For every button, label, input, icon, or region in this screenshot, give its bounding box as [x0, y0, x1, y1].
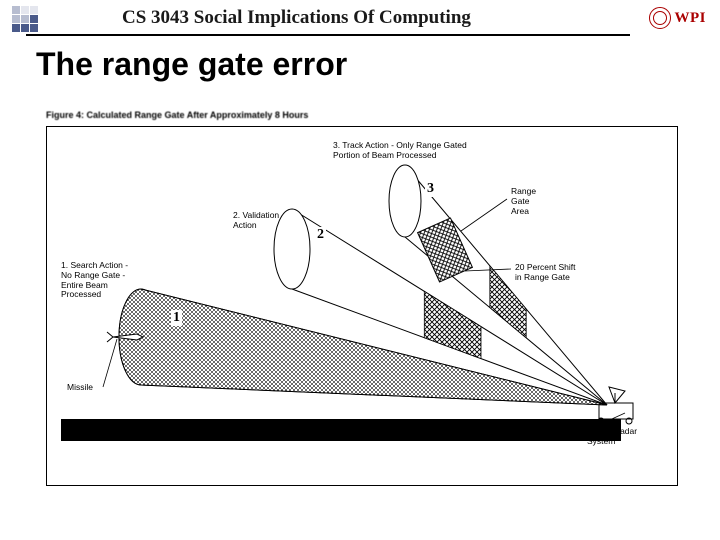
wpi-logo-text: WPI: [675, 10, 707, 27]
beam-number-3: 3: [425, 181, 436, 197]
label-radar: Patriot RadarSystem: [587, 427, 637, 447]
header-accent-squares: [12, 6, 38, 32]
beam-number-2: 2: [315, 227, 326, 243]
range-gate-diagram: [47, 127, 678, 486]
label-range-gate-area: RangeGateArea: [511, 187, 536, 216]
label-shift: 20 Percent Shiftin Range Gate: [515, 263, 575, 283]
wpi-seal-icon: [649, 7, 671, 29]
label-search-action: 1. Search Action -No Range Gate -Entire …: [61, 261, 128, 300]
figure-area: Figure 4: Calculated Range Gate After Ap…: [46, 110, 678, 500]
wpi-logo: WPI: [649, 7, 707, 29]
header-underline: [26, 34, 630, 36]
slide-title: The range gate error: [36, 46, 720, 83]
slide-header: CS 3043 Social Implications Of Computing…: [0, 0, 720, 36]
label-validation: 2. ValidationAction: [233, 211, 279, 231]
figure-box: 1. Search Action -No Range Gate -Entire …: [46, 126, 678, 486]
label-missile: Missile: [67, 383, 93, 393]
figure-caption: Figure 4: Calculated Range Gate After Ap…: [46, 110, 678, 120]
label-track-action: 3. Track Action - Only Range GatedPortio…: [333, 141, 467, 161]
course-title: CS 3043 Social Implications Of Computing: [122, 7, 471, 29]
beam-number-1: 1: [171, 310, 182, 326]
